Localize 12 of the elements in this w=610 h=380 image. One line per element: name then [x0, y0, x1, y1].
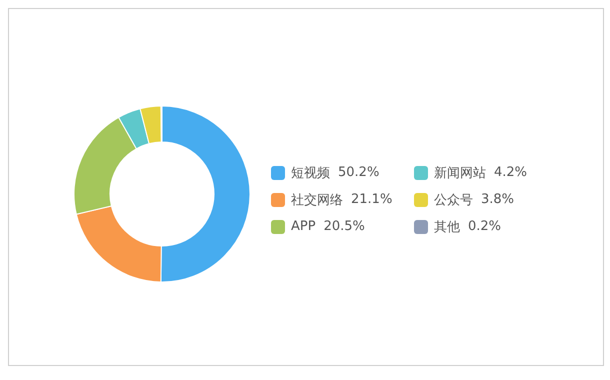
data-label: 50.2% — [338, 165, 380, 180]
legend-label: 其他 — [434, 218, 460, 236]
data-label: 3.8% — [481, 192, 514, 207]
legend-label: APP — [291, 219, 316, 234]
data-label: 21.1% — [351, 192, 392, 207]
data-label: 4.2% — [494, 165, 528, 180]
data-label: 20.5% — [324, 219, 365, 234]
data-label: 0.2% — [468, 219, 502, 234]
legend-label: 社交网络 — [291, 192, 343, 208]
legend-label: 新闻网站 — [434, 164, 486, 182]
legend-label: 短视频 — [291, 164, 330, 182]
legend-label: 公众号 — [434, 192, 473, 208]
